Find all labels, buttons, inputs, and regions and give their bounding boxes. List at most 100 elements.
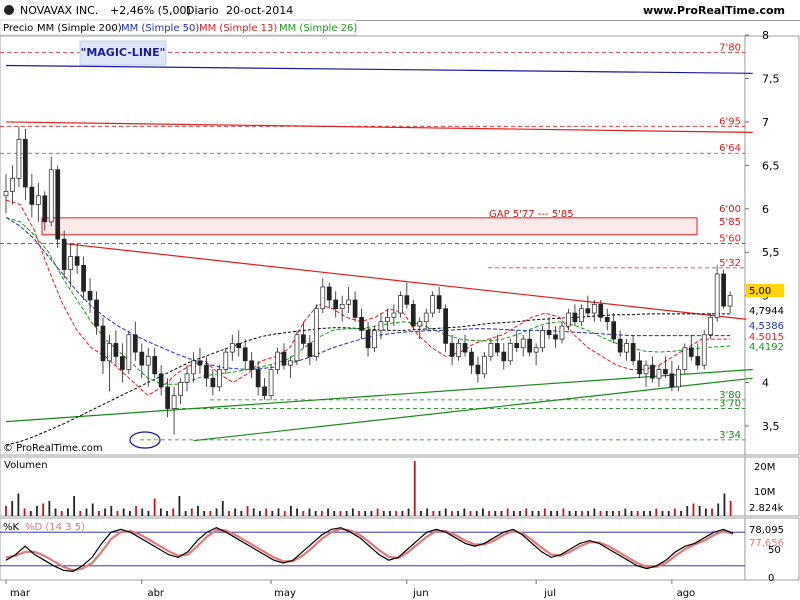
candle-body — [430, 295, 436, 314]
candle-body — [436, 295, 442, 310]
price-tick-label: 5,5 — [762, 246, 780, 259]
volume-bar — [444, 508, 447, 516]
candle-body — [675, 369, 681, 388]
candle — [546, 317, 552, 340]
candle-body — [365, 330, 371, 349]
level-label: 7'80 — [719, 42, 741, 53]
volume-bar — [246, 506, 249, 516]
candle — [372, 326, 377, 353]
candle-body — [385, 317, 390, 323]
volume-bar — [296, 508, 298, 516]
candle — [262, 378, 267, 400]
candle-body — [630, 343, 636, 362]
volume-bar — [29, 511, 32, 516]
candle-body — [87, 290, 93, 301]
volume-bar — [494, 511, 497, 516]
candle — [456, 339, 461, 361]
candle — [579, 304, 584, 327]
candle-body — [643, 364, 649, 375]
volume-bar — [79, 511, 82, 516]
candle-body — [165, 386, 170, 409]
candle-body — [216, 369, 222, 388]
candle-body — [688, 347, 694, 357]
volume-bar — [234, 508, 237, 516]
value-tag-bg — [746, 330, 784, 343]
volume-bar — [97, 511, 100, 516]
volume-bar — [457, 511, 460, 516]
value-tag-bg — [746, 319, 784, 332]
volume-bar — [228, 511, 230, 516]
site-url[interactable]: www.ProRealTime.com — [643, 4, 785, 17]
support-low-trendline — [193, 377, 753, 442]
candle — [501, 343, 507, 370]
candle — [210, 369, 216, 396]
candle — [436, 286, 442, 314]
candle-body — [708, 317, 714, 336]
candle — [158, 365, 164, 396]
candle — [391, 304, 397, 327]
candle — [145, 347, 151, 387]
candle — [572, 304, 578, 327]
menu-icon[interactable] — [4, 5, 14, 15]
candle-body — [275, 351, 280, 370]
legend-price[interactable]: Precio — [3, 23, 33, 34]
candle-body — [294, 334, 300, 362]
volume-bar — [655, 508, 658, 516]
candle — [482, 352, 487, 379]
volume-bar — [215, 508, 218, 516]
legend-ma50[interactable]: MM (Simple 50) — [121, 23, 199, 34]
candle — [721, 269, 726, 309]
legend-ma200[interactable]: MM (Simple 200) — [37, 23, 122, 34]
legend-ma26[interactable]: MM (Simple 26) — [279, 23, 357, 34]
candle-body — [482, 356, 487, 375]
candle — [617, 330, 623, 357]
candle-body — [48, 169, 54, 223]
volume-last-label: 2.824k — [749, 503, 784, 514]
candle — [126, 330, 132, 374]
candle — [35, 182, 41, 222]
gap-zone — [41, 217, 698, 236]
candle — [301, 321, 306, 348]
candle — [184, 365, 190, 392]
candle — [87, 278, 93, 314]
volume-bar — [717, 503, 720, 516]
candle — [139, 343, 145, 379]
candle-body — [204, 364, 209, 379]
volume-bar — [537, 511, 540, 516]
candle — [268, 365, 274, 400]
candle-body — [553, 334, 558, 340]
legend-ma13[interactable]: MM (Simple 13) — [199, 23, 277, 34]
candle — [42, 191, 48, 231]
candle — [132, 321, 138, 361]
volume-bar — [673, 508, 676, 516]
candle — [333, 291, 339, 318]
price-frame-axis — [744, 35, 800, 456]
candle — [3, 174, 9, 214]
volume-bar — [698, 506, 701, 516]
candle — [701, 330, 707, 370]
month-label: jul — [543, 588, 556, 599]
candle — [165, 378, 170, 418]
header: NOVAVAX INC. +2,46% (5,00) Diario 20-oct… — [4, 4, 785, 17]
candle — [404, 282, 410, 309]
candle-body — [42, 195, 48, 223]
low-point-ellipse — [129, 431, 161, 449]
level-label: 5'60 — [719, 234, 741, 245]
candle-body — [721, 273, 726, 307]
candle — [10, 165, 15, 205]
volume-bar — [420, 511, 422, 516]
month-label: mar — [10, 588, 31, 599]
candle — [120, 343, 125, 383]
month-label: jun — [412, 588, 428, 599]
candle-body — [372, 330, 377, 349]
volume-bar — [729, 501, 732, 516]
candle — [275, 347, 280, 374]
candle-body — [462, 343, 468, 353]
level-label: 5'85 — [719, 217, 741, 228]
candle-body — [669, 373, 675, 388]
volume-bar — [500, 511, 503, 516]
volume-bar — [327, 508, 329, 516]
candle-body — [727, 295, 733, 307]
candle — [708, 313, 714, 340]
